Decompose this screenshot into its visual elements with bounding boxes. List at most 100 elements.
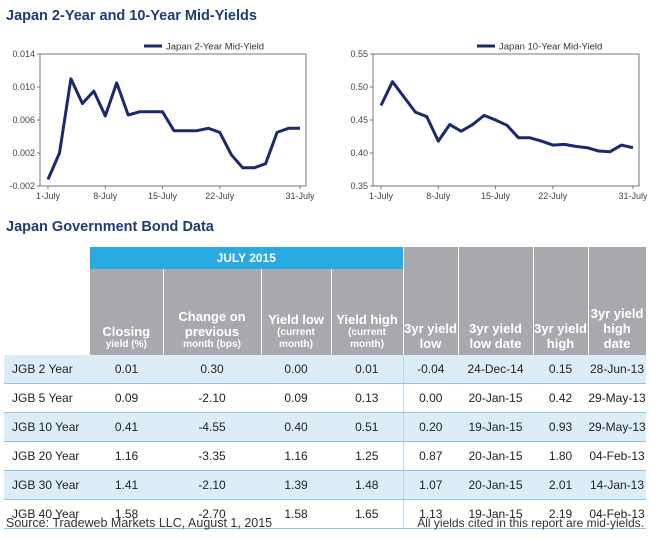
table-cell: 24-Dec-14 [458,355,534,384]
header-yield-high: Yield high (current month) [331,269,404,355]
table-cell: 14-Jan-13 [588,470,647,500]
table-cell: 0.42 [533,383,589,413]
x-tick-label: 15-July [481,191,511,201]
x-tick-label: 22-July [205,191,235,201]
table-cell: -2.70 [163,499,261,529]
x-tick-label: 1-July [36,191,61,201]
table-title: Japan Government Bond Data [6,219,214,235]
table-cell: 19-Jan-15 [458,412,534,442]
table-cell: 1.25 [331,441,404,471]
header-3yr-yield-low: 3yr yield low [403,247,459,355]
y-tick-label: 0.35 [350,181,368,191]
table-cell: 1.80 [533,441,589,471]
table-cell: 19-Jan-15 [458,499,534,529]
y-tick-label: 0.45 [350,115,368,125]
table-cell: 0.01 [90,355,163,384]
row-label: JGB 40 Year [4,499,90,529]
header-3yr-yield-low-date: 3yr yield low date [458,247,534,355]
x-tick-label: 8-July [93,191,118,201]
table-cell: 20-Jan-15 [458,441,534,471]
plot-frame [39,53,307,187]
table-cell: 0.01 [331,355,404,384]
table-row: JGB 5 Year 0.09 -2.10 0.09 0.13 0.00 20-Jan-15… [4,383,647,413]
table-cell: 1.65 [331,499,404,529]
table-cell: 04-Feb-13 [588,499,647,529]
row-label: JGB 20 Year [4,441,90,471]
table-cell: 0.20 [403,412,459,442]
header-closing-yield: Closing yield (%) [90,269,164,355]
table-row: JGB 10 Year 0.41 -4.55 0.40 0.51 0.20 19-Jan-1… [4,412,647,442]
table-cell: 0.41 [90,412,163,442]
row-label: JGB 2 Year [4,355,90,384]
table-row: JGB 40 Year 1.58 -2.70 1.58 1.65 1.13 19-Jan-1… [4,499,647,529]
y-tick-label: 0.55 [350,49,368,59]
row-label: JGB 5 Year [4,383,90,413]
july-2015-header: JULY 2015 [90,247,404,269]
plot-frame [372,53,640,187]
y-tick-label: 0.50 [350,82,368,92]
table-cell: 28-Jun-13 [588,355,647,384]
x-tick-label: 8-July [426,191,451,201]
y-tick-label: 0.40 [350,148,368,158]
table-cell: 2.19 [533,499,589,529]
table-cell: 1.07 [403,470,459,500]
table-cell: 1.41 [90,470,163,500]
y-tick-label: 0.002 [12,148,35,158]
table-cell: 1.16 [90,441,163,471]
table-cell: 20-Jan-15 [458,470,534,500]
series-line [46,77,300,180]
bond-data-table: JULY 2015 3yr yield low 3yr yield low da… [4,247,647,529]
header-3yr-yield-high: 3yr yield high [533,247,589,355]
legend-label: Japan 2-Year Mid-Yield [166,42,264,53]
table-cell: -4.55 [163,412,261,442]
source-note: Source: Tradeweb Markets LLC, August 1, … [6,516,273,530]
table-cell: 0.87 [403,441,459,471]
table-cell: 29-May-13 [588,412,647,442]
table-row: JGB 20 Year 1.16 -3.35 1.16 1.25 0.87 20-Jan-1… [4,441,647,471]
table-cell: 0.15 [533,355,589,384]
y-tick-label: 0.010 [12,82,35,92]
x-tick-label: 31-July [285,191,314,201]
table-cell: 0.00 [261,355,331,384]
table-cell: 0.40 [261,412,331,442]
y-tick-label: 0.006 [12,115,35,125]
table-cell: -2.10 [163,383,261,413]
chart-2-year: -0.002 0.002 0.006 0.010 0.014 1-July 8-July 15… [4,34,314,210]
table-cell: 04-Feb-13 [588,441,647,471]
x-tick-label: 1-July [369,191,394,201]
chart-svg: 0.35 0.40 0.45 0.50 0.55 1-July 8-July 15-July 2… [350,42,647,202]
table-cell: -2.10 [163,470,261,500]
table-cell: 20-Jan-15 [458,383,534,413]
table-cell: -0.04 [403,355,459,384]
table-cell: 1.13 [403,499,459,529]
row-label: JGB 10 Year [4,412,90,442]
table-cell: 0.93 [533,412,589,442]
table-cell: 0.09 [90,383,163,413]
x-tick-label: 31-July [618,191,647,201]
table-cell: 0.09 [261,383,331,413]
x-tick-label: 15-July [148,191,178,201]
table-cell: 2.01 [533,470,589,500]
table-cell: 0.13 [331,383,404,413]
header-yield-low: Yield low (current month) [261,269,332,355]
table-row: JGB 2 Year 0.01 0.30 0.00 0.01 -0.04 24-Dec-14… [4,355,647,384]
y-tick-label: -0.002 [9,181,35,191]
table-cell: 29-May-13 [588,383,647,413]
header-change-previous-month: Change on previous month (bps) [163,269,262,355]
table-cell: 1.58 [261,499,331,529]
mid-yield-note: All yields cited in this report are mid-… [417,516,644,530]
table-cell: 1.16 [261,441,331,471]
charts-title: Japan 2-Year and 10-Year Mid-Yields [6,8,257,24]
table-cell: 0.30 [163,355,261,384]
table-cell: 1.39 [261,470,331,500]
chart-svg: -0.002 0.002 0.006 0.010 0.014 1-July 8-July 15… [9,42,314,202]
series-line [379,80,634,154]
table-cell: 0.51 [331,412,404,442]
legend-label: Japan 10-Year Mid-Yield [499,42,602,53]
row-label: JGB 30 Year [4,470,90,500]
y-tick-label: 0.014 [12,49,35,59]
x-tick-label: 22-July [538,191,568,201]
table-cell: 1.58 [90,499,163,529]
table-cell: -3.35 [163,441,261,471]
chart-10-year: 0.35 0.40 0.45 0.50 0.55 1-July 8-July 15-July 2… [337,34,647,210]
